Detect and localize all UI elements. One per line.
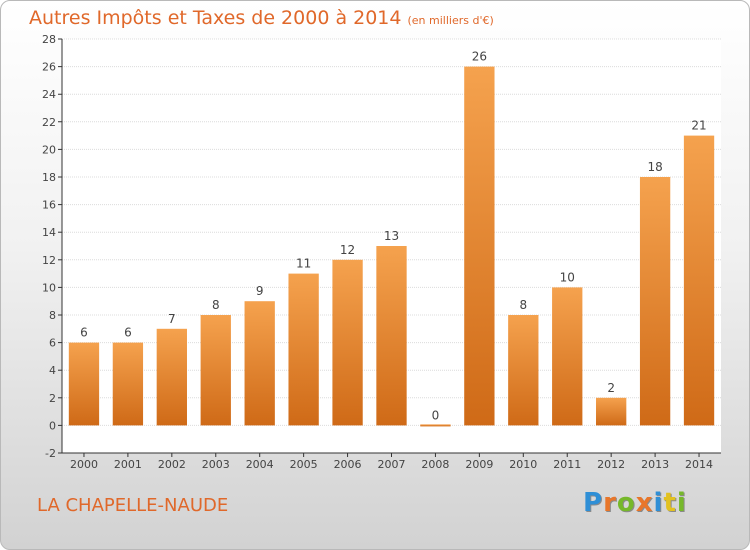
data-label-2011: 10 [560,270,575,284]
proxiti-logo: Proxiti [583,488,687,518]
logo-letter: r [603,488,617,518]
chart-title-text: Autres Impôts et Taxes de 2000 à 2014 [29,7,402,29]
logo-letter: i [653,488,664,518]
bars: 6 6 7 8 9 11 12 13 0 26 8 10 2 18 21 [68,50,715,427]
y-tick-label: 10 [42,281,56,294]
x-tick-label-2008: 2008 [421,458,449,471]
data-label-2000: 6 [80,326,88,340]
data-label-2007: 13 [384,229,399,243]
x-tick-label-2013: 2013 [641,458,669,471]
y-tick-label: 8 [49,309,56,322]
x-tick-label-2012: 2012 [597,458,625,471]
bar-2014 [683,135,715,426]
y-tick-label: -2 [45,447,56,460]
data-label-2003: 8 [212,298,220,312]
data-label-2010: 8 [519,298,527,312]
commune-name: LA CHAPELLE-NAUDE [37,495,229,516]
data-label-2014: 21 [691,119,706,133]
x-tick-label-2006: 2006 [334,458,362,471]
bar-2011 [552,287,583,426]
y-tick-label: 12 [42,254,56,267]
data-label-2006: 12 [340,243,355,257]
x-tick-label-2014: 2014 [685,458,713,471]
data-label-2002: 7 [168,312,176,326]
logo-letter: t [663,488,677,518]
y-tick-label: 22 [42,116,56,129]
bar-2001 [112,342,144,426]
x-tick-label-2003: 2003 [202,458,230,471]
logo-letter: i [676,488,687,518]
bar-2007 [376,246,407,426]
bar-2013 [639,177,671,426]
y-tick-label: 6 [49,337,56,350]
x-tick-label-2005: 2005 [290,458,318,471]
x-tick-label-2010: 2010 [509,458,537,471]
logo-letter: P [583,488,604,518]
data-label-2008: 0 [432,408,440,422]
bar-2009 [464,66,495,426]
y-tick-label: 20 [42,143,56,156]
data-label-2004: 9 [256,284,264,298]
x-tick-label-2000: 2000 [70,458,98,471]
bar-2012 [596,397,627,426]
x-axis-ticks: 2000 2001 2002 2003 2004 2005 2006 2007 2008 2009… [70,453,713,471]
data-label-2009: 26 [472,50,487,64]
data-label-2013: 18 [647,160,662,174]
data-label-2001: 6 [124,326,132,340]
bar-2005 [288,273,319,426]
bar-2010 [508,315,539,426]
logo-letter: o [616,488,636,518]
x-tick-label-2009: 2009 [465,458,493,471]
data-label-2005: 11 [296,257,311,271]
y-tick-label: 14 [42,226,56,239]
y-tick-label: 26 [42,61,56,74]
x-tick-label-2002: 2002 [158,458,186,471]
y-tick-label: 2 [49,392,56,405]
y-tick-label: 24 [42,88,56,101]
logo-letter: x [635,488,654,518]
unit-note: (en milliers d'€) [407,14,494,27]
y-tick-label: 4 [49,364,56,377]
y-tick-label: 0 [49,419,56,432]
bar-2004 [244,301,275,426]
bar-2000 [68,342,100,426]
y-tick-label: 28 [42,33,56,46]
bar-2002 [156,328,187,426]
x-tick-label-2001: 2001 [114,458,142,471]
bar-2008 [420,424,451,427]
x-tick-label-2007: 2007 [378,458,406,471]
bar-2003 [200,315,231,426]
bar-2006 [332,259,363,426]
x-tick-label-2011: 2011 [553,458,581,471]
data-label-2012: 2 [607,381,615,395]
chart-title: Autres Impôts et Taxes de 2000 à 2014 (en… [29,7,494,29]
y-tick-label: 16 [42,199,56,212]
y-tick-label: 18 [42,171,56,184]
x-tick-label-2004: 2004 [246,458,274,471]
